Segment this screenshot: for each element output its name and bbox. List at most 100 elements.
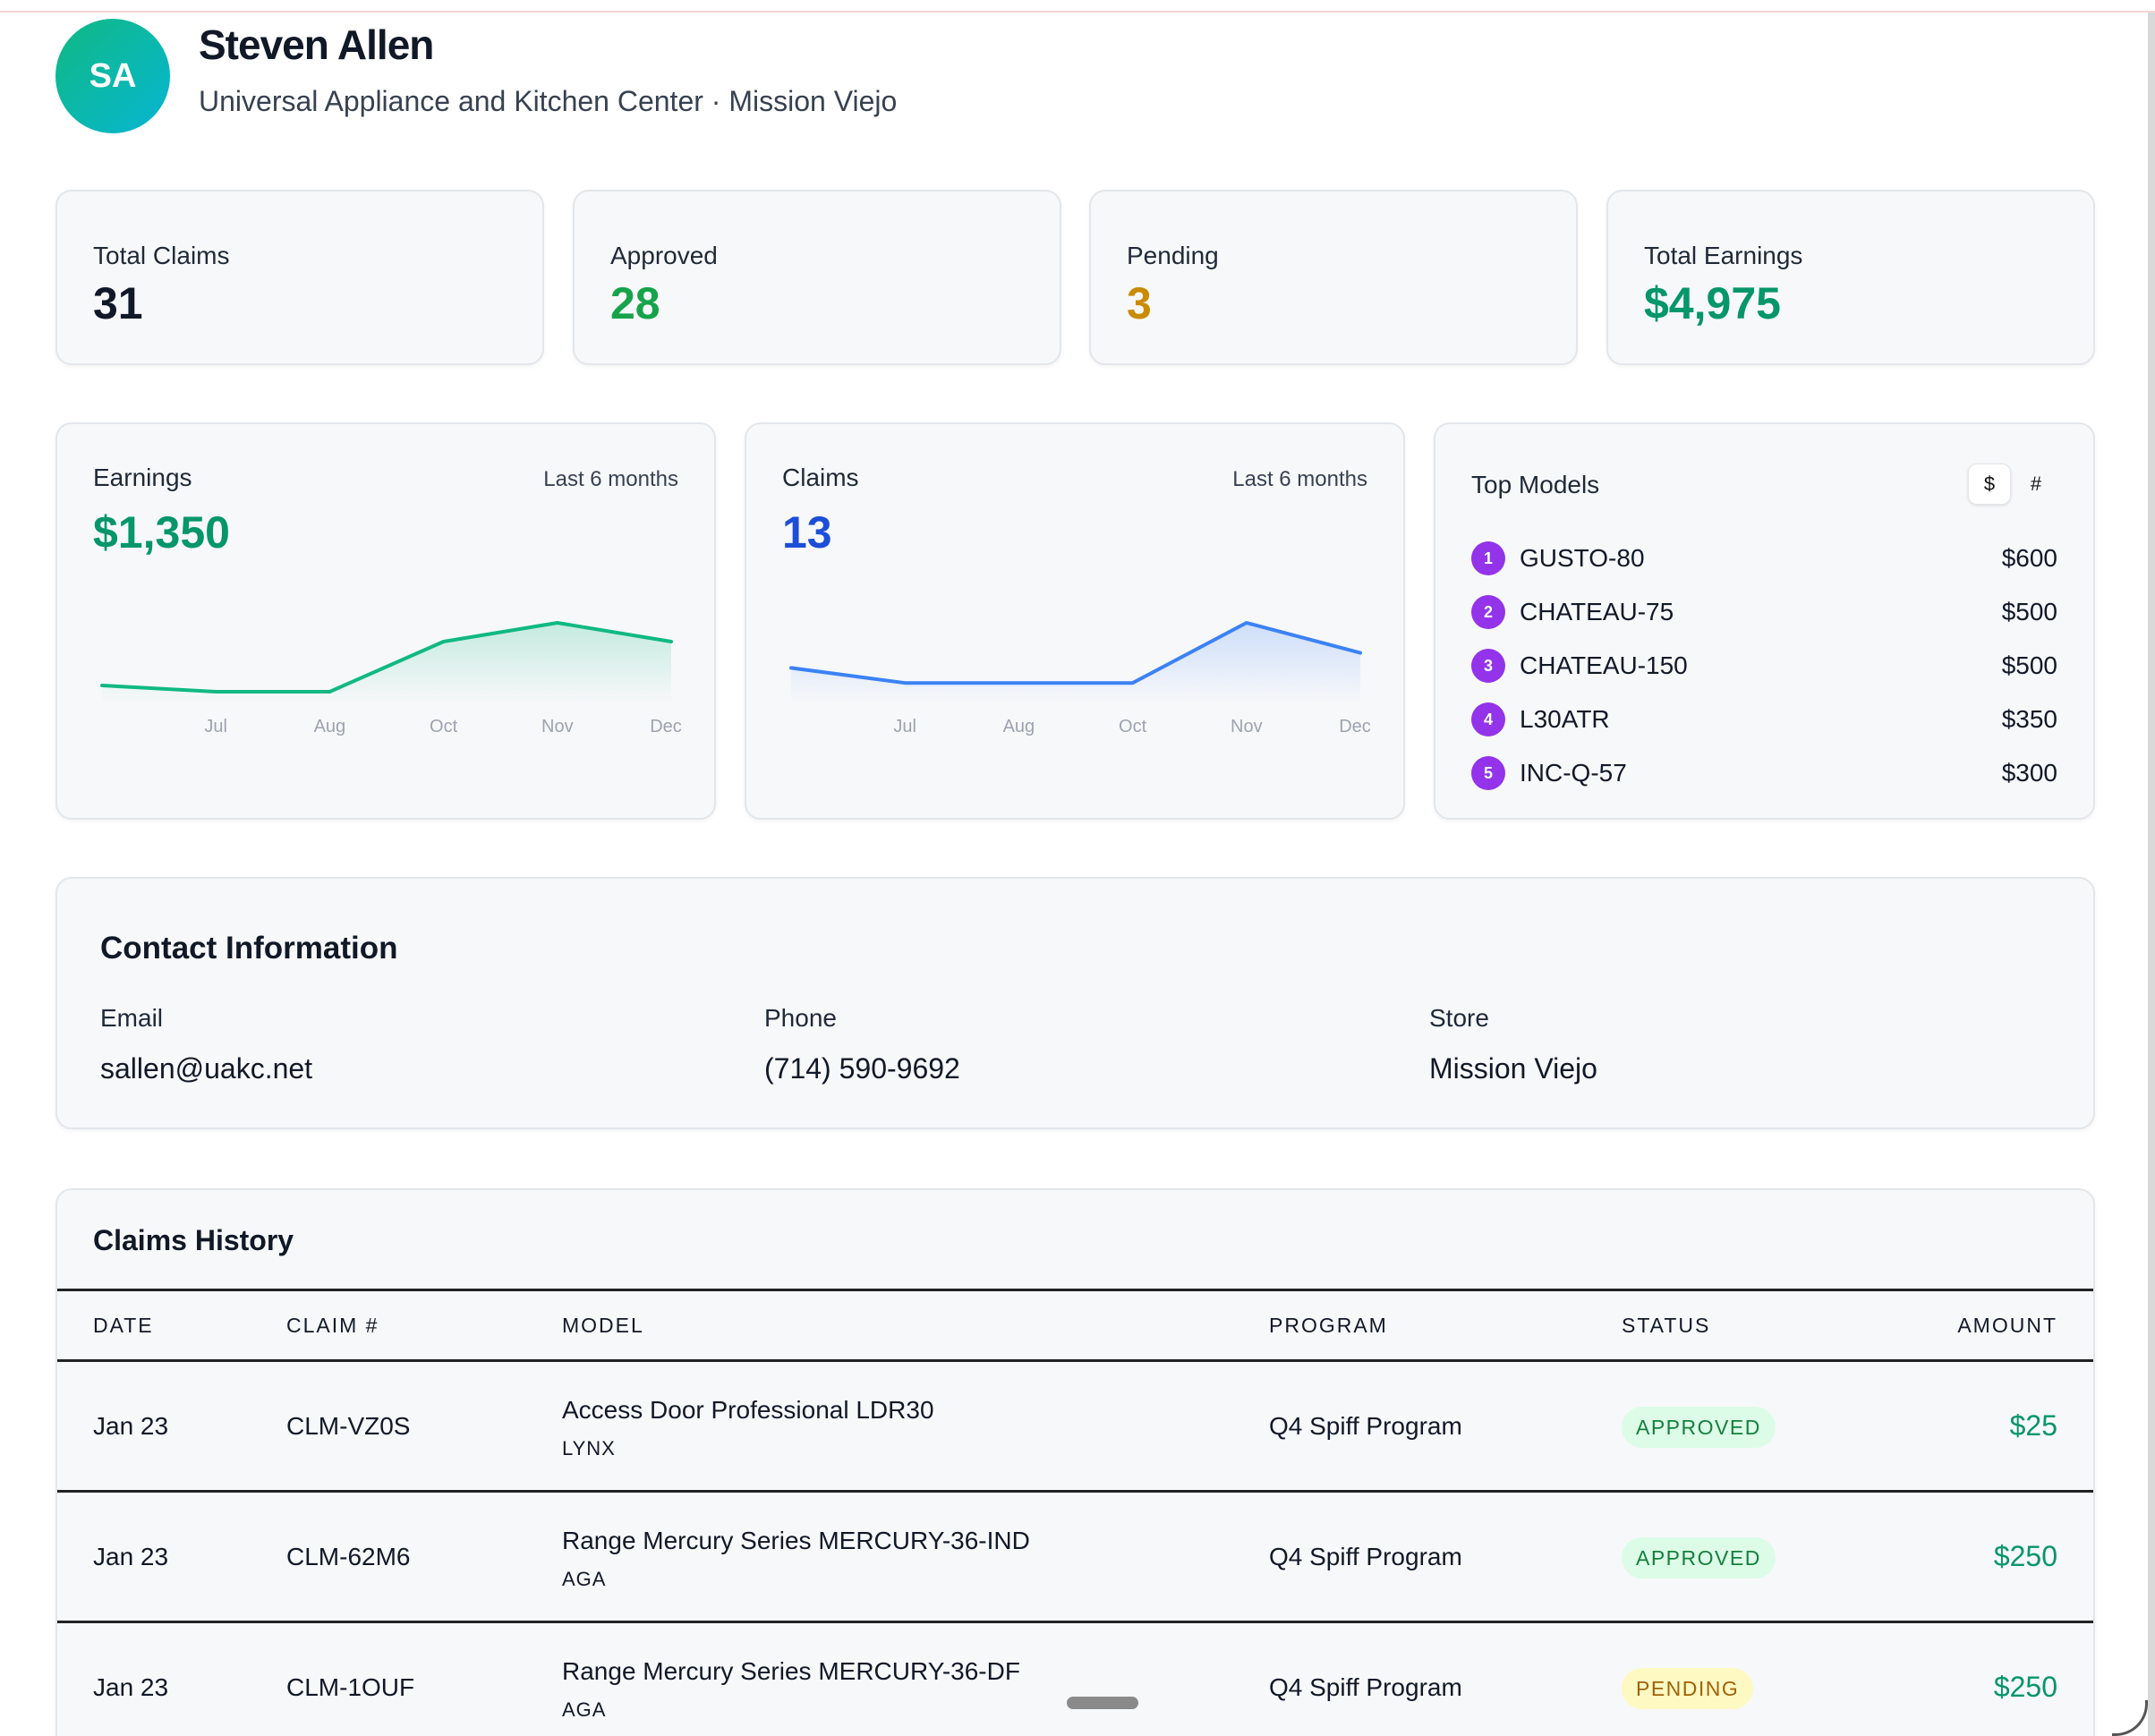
stat-label: Total Earnings bbox=[1644, 242, 1803, 269]
model-name: L30ATR bbox=[1520, 705, 1610, 733]
store-label: Store bbox=[1429, 1004, 1489, 1032]
stat-label: Pending bbox=[1127, 242, 1219, 269]
x-tick-label: Aug bbox=[1003, 717, 1035, 736]
stat-card-total-claims: Total Claims 31 bbox=[55, 190, 544, 365]
cell-date: Jan 23 bbox=[93, 1412, 169, 1440]
claims-chart-total: 13 bbox=[782, 507, 832, 557]
stat-card-approved: Approved 28 bbox=[573, 190, 1061, 365]
top-models-toggle: $ # bbox=[1968, 464, 2057, 505]
table-row[interactable]: Jan 23 CLM-62M6 Range Mercury Series MER… bbox=[57, 1493, 2093, 1623]
contact-store: Store Mission Viejo bbox=[1429, 1004, 1597, 1085]
top-models-card: Top Models $ # 1 GUSTO-80 $600 2 CHATEAU… bbox=[1434, 422, 2095, 820]
column-header-status[interactable]: STATUS bbox=[1622, 1314, 1711, 1337]
model-amount: $500 bbox=[2001, 651, 2057, 679]
top-models-list: 1 GUSTO-80 $600 2 CHATEAU-75 $500 3 CHAT… bbox=[1471, 532, 2057, 800]
model-amount: $600 bbox=[2001, 544, 2057, 572]
status-badge: APPROVED bbox=[1622, 1407, 1776, 1448]
email-value[interactable]: sallen@uakc.net bbox=[100, 1052, 313, 1085]
x-tick-label: Nov bbox=[541, 717, 574, 736]
cell-amount: $250 bbox=[1993, 1540, 2057, 1572]
series-line bbox=[100, 621, 673, 694]
rank-badge: 2 bbox=[1471, 595, 1505, 629]
stat-value: 28 bbox=[610, 278, 660, 328]
cell-brand: AGA bbox=[562, 1568, 607, 1590]
email-label: Email bbox=[100, 1004, 164, 1032]
rank-badge: 3 bbox=[1471, 649, 1505, 683]
status-badge: PENDING bbox=[1622, 1668, 1754, 1709]
rank-badge: 4 bbox=[1471, 702, 1505, 736]
contact-info-card: Contact Information Email sallen@uakc.ne… bbox=[55, 877, 2095, 1129]
x-tick-label: Oct bbox=[430, 717, 458, 736]
cell-program: Q4 Spiff Program bbox=[1269, 1412, 1462, 1440]
x-tick-label: Nov bbox=[1231, 717, 1263, 736]
column-header-date[interactable]: DATE bbox=[93, 1314, 154, 1337]
store-value: Mission Viejo bbox=[1429, 1052, 1597, 1085]
contact-info-title: Contact Information bbox=[100, 931, 398, 966]
column-header-claim[interactable]: CLAIM # bbox=[286, 1314, 379, 1337]
cell-amount: $25 bbox=[2009, 1409, 2057, 1442]
x-tick-label: Dec bbox=[1339, 717, 1371, 736]
toggle-count-button[interactable]: # bbox=[2030, 472, 2042, 495]
list-item: 1 GUSTO-80 $600 bbox=[1471, 532, 2057, 585]
cell-brand: LYNX bbox=[562, 1437, 616, 1459]
list-item: 2 CHATEAU-75 $500 bbox=[1471, 585, 2057, 639]
table-row[interactable]: Jan 23 CLM-VZ0S Access Door Professional… bbox=[57, 1362, 2093, 1493]
cell-date: Jan 23 bbox=[93, 1673, 169, 1701]
claims-chart-card: Claims Last 6 months 13 Jul Aug Oct Nov Dec bbox=[745, 422, 1405, 820]
model-name: GUSTO-80 bbox=[1520, 544, 1645, 572]
toggle-amount-button[interactable]: $ bbox=[1968, 464, 2011, 505]
stat-value: 31 bbox=[93, 278, 143, 328]
contact-email: Email sallen@uakc.net bbox=[100, 1004, 312, 1085]
claims-sparkline: Jul Aug Oct Nov Dec bbox=[789, 621, 1371, 736]
scroll-indicator[interactable] bbox=[1067, 1697, 1138, 1709]
list-item: 3 CHATEAU-150 $500 bbox=[1471, 639, 2057, 693]
rank-badge: 1 bbox=[1471, 541, 1505, 575]
cell-model: Access Door Professional LDR30 bbox=[562, 1396, 934, 1424]
profile-header: SA Steven Allen Universal Appliance and … bbox=[55, 18, 897, 134]
cell-date: Jan 23 bbox=[93, 1543, 169, 1570]
earnings-chart-title: Earnings bbox=[93, 464, 192, 491]
earnings-sparkline: Jul Aug Oct Nov Dec bbox=[100, 621, 682, 736]
claims-history-title: Claims History bbox=[93, 1224, 294, 1256]
rank-badge: 5 bbox=[1471, 756, 1505, 790]
earnings-chart-total: $1,350 bbox=[93, 507, 230, 557]
cell-model: Range Mercury Series MERCURY-36-IND bbox=[562, 1527, 1030, 1554]
x-tick-label: Jul bbox=[893, 717, 916, 736]
model-amount: $350 bbox=[2001, 705, 2057, 733]
claims-chart-title: Claims bbox=[782, 464, 859, 491]
profile-name: Steven Allen bbox=[199, 21, 434, 68]
model-name: CHATEAU-150 bbox=[1520, 651, 1688, 679]
profile-subtitle: Universal Appliance and Kitchen Center ·… bbox=[199, 84, 898, 117]
status-badge: APPROVED bbox=[1622, 1537, 1776, 1579]
cell-model: Range Mercury Series MERCURY-36-DF bbox=[562, 1657, 1020, 1685]
table-row[interactable]: Jan 23 CLM-1OUF Range Mercury Series MER… bbox=[57, 1623, 2093, 1736]
column-header-program[interactable]: PROGRAM bbox=[1269, 1314, 1388, 1337]
window-top-border bbox=[0, 0, 2155, 13]
list-item: 5 INC-Q-57 $300 bbox=[1471, 746, 2057, 800]
stat-card-total-earnings: Total Earnings $4,975 bbox=[1606, 190, 2095, 365]
phone-value[interactable]: (714) 590-9692 bbox=[764, 1052, 960, 1085]
x-tick-label: Aug bbox=[314, 717, 346, 736]
model-name: CHATEAU-75 bbox=[1520, 598, 1674, 625]
cell-program: Q4 Spiff Program bbox=[1269, 1673, 1462, 1701]
cell-program: Q4 Spiff Program bbox=[1269, 1543, 1462, 1570]
model-amount: $500 bbox=[2001, 598, 2057, 625]
series-area bbox=[102, 623, 671, 703]
table-header: DATE CLAIM # MODEL PROGRAM STATUS AMOUNT bbox=[57, 1289, 2093, 1362]
contact-phone: Phone (714) 590-9692 bbox=[764, 1004, 960, 1085]
column-header-amount[interactable]: AMOUNT bbox=[1957, 1314, 2057, 1337]
top-models-title: Top Models bbox=[1471, 471, 1600, 498]
column-header-model[interactable]: MODEL bbox=[562, 1314, 644, 1337]
model-name: INC-Q-57 bbox=[1520, 759, 1627, 787]
phone-label: Phone bbox=[764, 1004, 837, 1032]
claims-table: DATE CLAIM # MODEL PROGRAM STATUS AMOUNT… bbox=[57, 1289, 2093, 1736]
x-tick-label: Jul bbox=[204, 717, 227, 736]
cell-claim-number: CLM-62M6 bbox=[286, 1543, 411, 1570]
earnings-chart-range: Last 6 months bbox=[543, 467, 678, 491]
cell-claim-number: CLM-1OUF bbox=[286, 1673, 415, 1701]
series-area bbox=[791, 623, 1360, 703]
x-tick-label: Dec bbox=[650, 717, 682, 736]
avatar: SA bbox=[55, 19, 170, 133]
list-item: 4 L30ATR $350 bbox=[1471, 693, 2057, 746]
stat-value: $4,975 bbox=[1644, 278, 1781, 328]
